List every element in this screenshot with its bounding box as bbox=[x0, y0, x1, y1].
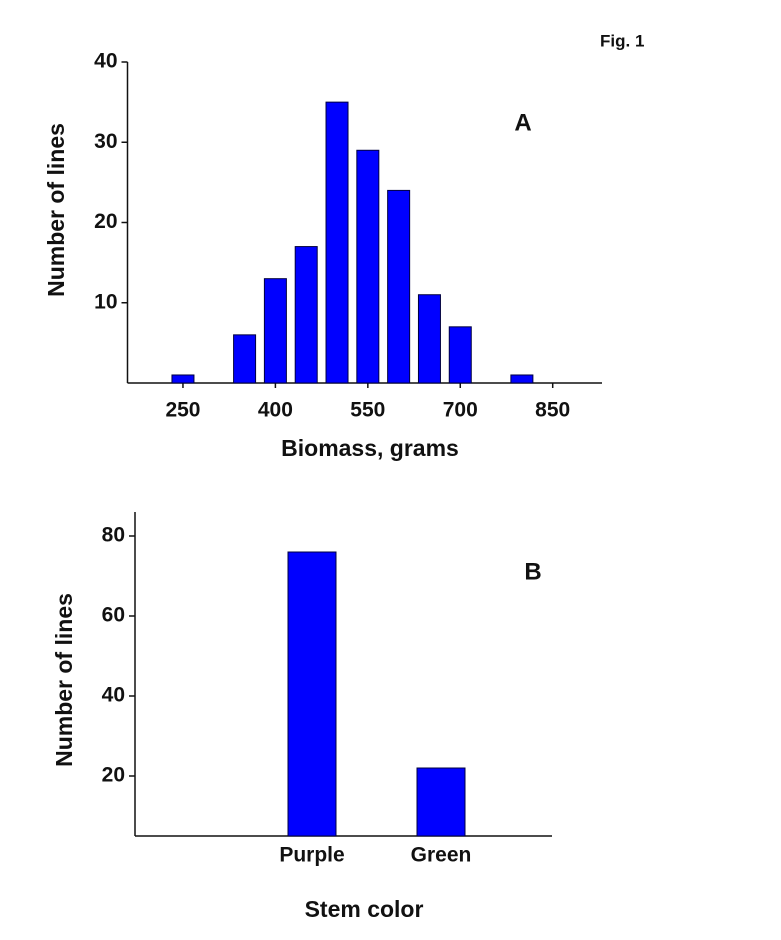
x-tick-label: 700 bbox=[443, 399, 478, 422]
y-axis-label: Number of lines bbox=[43, 123, 69, 297]
y-tick-label: 60 bbox=[102, 604, 125, 627]
x-tick-label: Green bbox=[411, 844, 472, 867]
bar bbox=[263, 278, 287, 384]
y-tick-label: 40 bbox=[94, 50, 117, 73]
y-tick-label: 80 bbox=[102, 524, 125, 547]
y-axis-label: Number of lines bbox=[51, 593, 77, 767]
x-tick-label: Purple bbox=[279, 844, 344, 867]
x-tick-label: 400 bbox=[258, 399, 293, 422]
y-tick-label: 20 bbox=[102, 764, 125, 787]
y-tick-label: 40 bbox=[102, 684, 125, 707]
annotation: B bbox=[524, 558, 541, 585]
bar bbox=[416, 767, 466, 837]
y-tick-label: 30 bbox=[94, 130, 117, 153]
bar bbox=[294, 246, 318, 384]
x-tick-label: 850 bbox=[535, 399, 570, 422]
figure-label: Fig. 1 bbox=[600, 31, 644, 50]
bar bbox=[171, 374, 195, 384]
bar bbox=[325, 101, 349, 384]
bar bbox=[448, 326, 472, 384]
bar bbox=[387, 189, 411, 384]
bar bbox=[287, 551, 337, 837]
bar bbox=[356, 149, 380, 384]
x-tick-label: 550 bbox=[350, 399, 385, 422]
bar bbox=[417, 294, 441, 384]
x-axis-label: Biomass, grams bbox=[281, 435, 459, 461]
bar bbox=[233, 334, 257, 384]
x-axis-label: Stem color bbox=[305, 896, 424, 922]
y-tick-label: 20 bbox=[94, 210, 117, 233]
bar bbox=[510, 374, 534, 384]
x-tick-label: 250 bbox=[165, 399, 200, 422]
annotation: A bbox=[514, 109, 531, 136]
y-tick-label: 10 bbox=[94, 290, 117, 313]
